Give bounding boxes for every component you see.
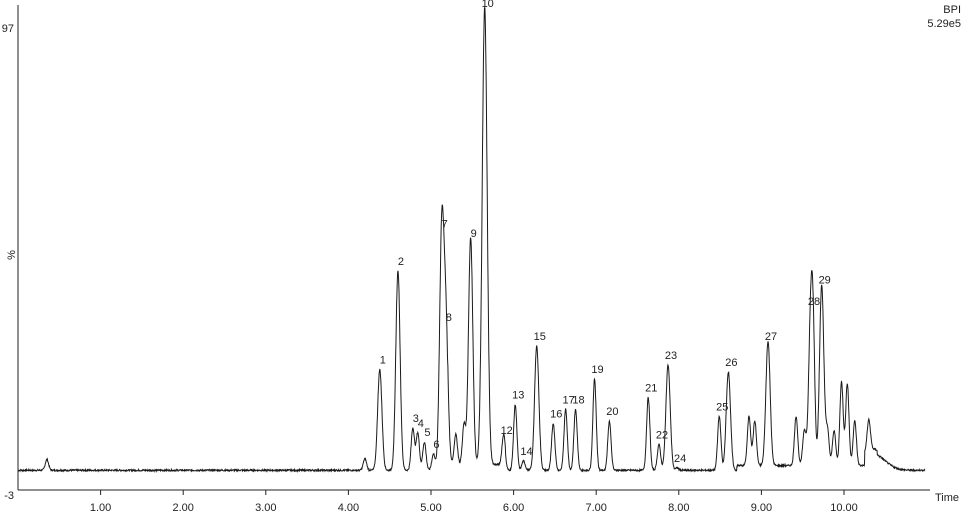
x-tick-label: 6.00 <box>503 502 524 514</box>
y-axis-label: % <box>6 250 18 260</box>
peak-label-26: 26 <box>725 357 737 369</box>
peak-label-23: 23 <box>665 350 677 362</box>
peak-label-6: 6 <box>433 439 439 451</box>
peak-label-15: 15 <box>534 331 546 343</box>
peak-labels: 1234567891012131415161718192021222324252… <box>380 0 831 465</box>
peak-label-29: 29 <box>819 275 831 287</box>
peak-label-18: 18 <box>572 394 584 406</box>
x-tick-label: 2.00 <box>172 502 193 514</box>
peak-label-20: 20 <box>606 406 618 418</box>
peak-label-9: 9 <box>471 228 477 240</box>
peak-label-25: 25 <box>716 401 728 413</box>
peak-label-21: 21 <box>645 383 657 395</box>
peak-label-19: 19 <box>591 364 603 376</box>
peak-label-5: 5 <box>424 427 430 439</box>
x-tick-label: 8.00 <box>668 502 689 514</box>
peak-label-8: 8 <box>446 312 452 324</box>
peak-label-24: 24 <box>674 453 686 465</box>
intensity-label: 5.29e5 <box>927 18 961 30</box>
trace-name: BPI <box>943 4 961 16</box>
peak-label-27: 27 <box>765 331 777 343</box>
peak-label-13: 13 <box>512 390 524 402</box>
x-tick-label: 4.00 <box>338 502 359 514</box>
peak-label-14: 14 <box>520 446 532 458</box>
y-tick-label-top: 97 <box>2 23 14 35</box>
x-tick-label: 3.00 <box>255 502 276 514</box>
y-tick-label-bottom: -3 <box>4 490 14 502</box>
x-tick-label: 1.00 <box>90 502 111 514</box>
x-tick-label: 5.00 <box>420 502 441 514</box>
peak-label-16: 16 <box>550 408 562 420</box>
peak-label-28: 28 <box>808 296 820 308</box>
peak-label-2: 2 <box>398 256 404 268</box>
x-tick-label: 7.00 <box>585 502 606 514</box>
peak-label-12: 12 <box>501 425 513 437</box>
peak-label-7: 7 <box>442 218 448 230</box>
bpi-trace <box>17 7 926 474</box>
x-tick-label: 9.00 <box>751 502 772 514</box>
x-tick-label: 10.00 <box>830 502 858 514</box>
peak-label-1: 1 <box>380 354 386 366</box>
peak-label-4: 4 <box>418 418 424 430</box>
x-ticks: 1.00 2.00 3.00 4.00 5.00 6.00 7.00 8.00 9.00 10.0… <box>90 490 858 514</box>
peak-label-3: 3 <box>413 413 419 425</box>
peak-label-10: 10 <box>482 0 494 10</box>
peak-label-22: 22 <box>656 429 668 441</box>
x-axis-label: Time <box>935 492 959 504</box>
peak-label-17: 17 <box>563 394 575 406</box>
